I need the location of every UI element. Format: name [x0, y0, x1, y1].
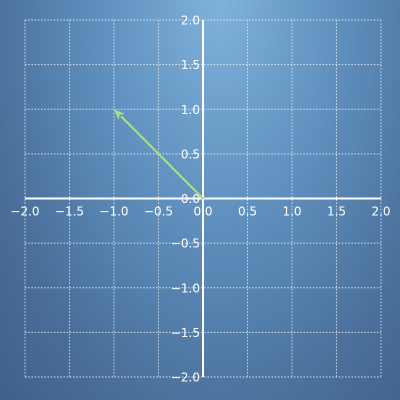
y-tick-label: 2.0: [181, 14, 200, 28]
y-tick-label: −1.0: [171, 281, 200, 295]
vector-shaft: [120, 115, 205, 200]
vector-arrowhead: [114, 109, 125, 121]
x-tick-label: −1.0: [99, 205, 128, 219]
y-tick-label: 0.5: [181, 147, 200, 161]
y-tick-label: −1.5: [171, 326, 200, 340]
y-tick-label: −2.0: [171, 371, 200, 385]
y-tick-label: 0.0: [181, 192, 200, 206]
vectors: [114, 109, 205, 200]
x-tick-label: 1.0: [282, 205, 301, 219]
x-tick-label: 2.0: [371, 205, 390, 219]
y-tick-label: −0.5: [171, 237, 200, 251]
y-tick-label: 1.5: [181, 58, 200, 72]
x-tick-label: −0.5: [144, 205, 173, 219]
x-tick-label: 0.0: [193, 205, 212, 219]
x-tick-label: −2.0: [10, 205, 39, 219]
y-tick-label: 1.0: [181, 103, 200, 117]
x-tick-label: 1.5: [327, 205, 346, 219]
x-tick-label: 0.5: [238, 205, 257, 219]
x-tick-label: −1.5: [55, 205, 84, 219]
tick-labels: −2.0 −1.5 −1.0 −0.5 0.0 0.5 1.0 1.5 2.0 2.0 1.5 1.0…: [10, 14, 390, 385]
